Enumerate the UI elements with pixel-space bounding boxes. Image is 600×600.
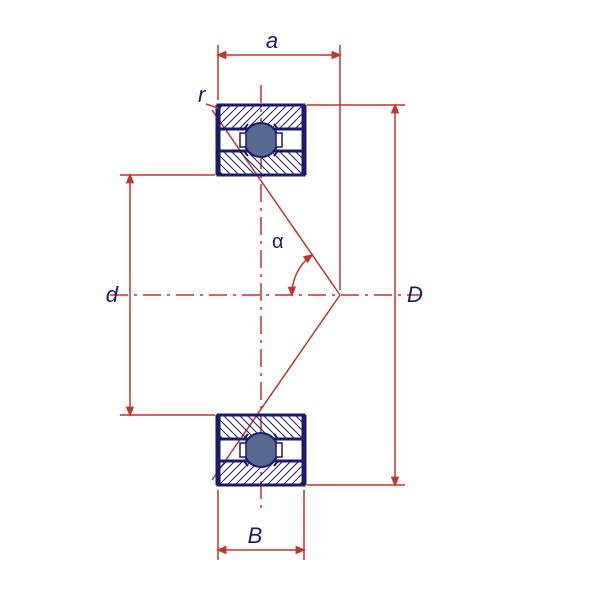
svg-text:a: a (266, 28, 278, 53)
svg-text:B: B (248, 523, 263, 548)
svg-text:D: D (407, 282, 423, 307)
ball-top (244, 123, 278, 157)
svg-text:d: d (106, 282, 119, 307)
bearing-diagram: α a r (0, 0, 600, 600)
top-bearing-section (218, 104, 304, 176)
label-r: r (198, 82, 218, 108)
alpha-label: α (272, 231, 284, 253)
ball-bottom (244, 433, 278, 467)
svg-text:r: r (198, 82, 207, 107)
dimension-b: B (218, 490, 304, 560)
alpha-arc (292, 255, 312, 295)
bottom-bearing-section (218, 415, 304, 485)
